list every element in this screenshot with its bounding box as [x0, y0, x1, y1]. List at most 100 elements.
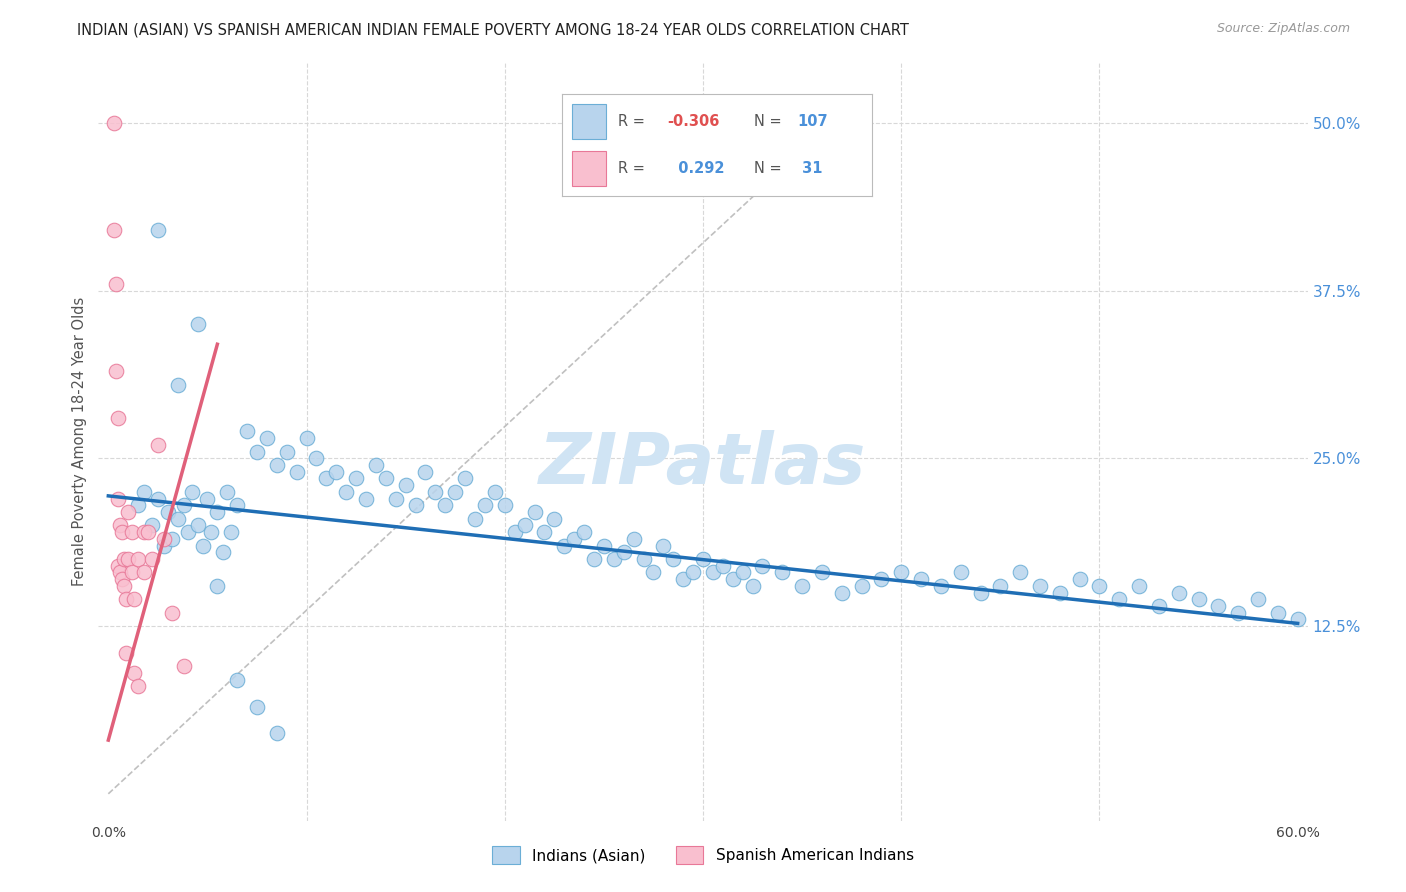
Point: [200, 525, 222, 540]
Point: [127, 552, 149, 566]
Point: [132, 484, 155, 499]
Point: [633, 552, 655, 566]
Point: [593, 539, 616, 553]
Point: [193, 539, 215, 553]
Point: [949, 566, 972, 580]
Point: [153, 532, 176, 546]
Text: 0.292: 0.292: [668, 161, 724, 176]
Point: [132, 566, 155, 580]
Point: [115, 646, 138, 660]
Point: [444, 484, 467, 499]
Text: R =: R =: [619, 161, 650, 176]
Point: [111, 525, 134, 540]
Point: [132, 525, 155, 540]
Point: [166, 377, 188, 392]
Point: [166, 512, 188, 526]
Text: INDIAN (ASIAN) VS SPANISH AMERICAN INDIAN FEMALE POVERTY AMONG 18-24 YEAR OLDS C: INDIAN (ASIAN) VS SPANISH AMERICAN INDIA…: [77, 22, 910, 37]
Point: [173, 498, 195, 512]
Point: [112, 579, 135, 593]
Point: [364, 458, 387, 472]
Point: [160, 532, 183, 546]
Point: [110, 518, 132, 533]
Point: [105, 277, 128, 291]
Point: [1187, 592, 1209, 607]
Point: [672, 572, 695, 586]
Point: [751, 558, 773, 573]
Point: [212, 545, 235, 559]
Point: [295, 431, 318, 445]
Point: [613, 545, 636, 559]
Point: [721, 572, 744, 586]
Point: [236, 425, 259, 439]
Point: [434, 498, 457, 512]
Point: [405, 498, 427, 512]
Point: [173, 659, 195, 673]
Point: [156, 505, 179, 519]
Point: [121, 566, 143, 580]
Point: [266, 726, 288, 740]
Point: [1029, 579, 1052, 593]
Point: [1010, 566, 1032, 580]
Point: [111, 572, 134, 586]
Point: [1147, 599, 1170, 613]
Point: [1049, 585, 1071, 599]
Point: [207, 579, 229, 593]
Point: [226, 498, 249, 512]
Point: [112, 552, 135, 566]
Point: [226, 673, 249, 687]
Text: R =: R =: [619, 114, 650, 128]
Point: [107, 491, 129, 506]
Point: [543, 512, 565, 526]
Point: [425, 484, 447, 499]
Text: N =: N =: [754, 114, 786, 128]
Point: [186, 317, 208, 331]
Point: [652, 539, 675, 553]
Y-axis label: Female Poverty Among 18-24 Year Olds: Female Poverty Among 18-24 Year Olds: [72, 297, 87, 586]
Point: [146, 438, 169, 452]
Point: [121, 525, 143, 540]
Text: 31: 31: [797, 161, 823, 176]
Point: [335, 484, 357, 499]
Point: [256, 431, 278, 445]
Point: [790, 579, 813, 593]
Point: [246, 699, 269, 714]
Point: [603, 552, 626, 566]
Point: [1267, 606, 1289, 620]
Point: [207, 505, 229, 519]
Point: [1108, 592, 1130, 607]
Text: 107: 107: [797, 114, 828, 128]
Point: [988, 579, 1011, 593]
Point: [219, 525, 242, 540]
Point: [910, 572, 932, 586]
Point: [305, 451, 328, 466]
Point: [122, 592, 145, 607]
Point: [474, 498, 496, 512]
Point: [136, 525, 159, 540]
Point: [246, 444, 269, 458]
Point: [513, 518, 536, 533]
Point: [107, 558, 129, 573]
Point: [1069, 572, 1091, 586]
Point: [643, 566, 665, 580]
Point: [682, 566, 704, 580]
Point: [702, 566, 724, 580]
Point: [276, 444, 298, 458]
Point: [146, 491, 169, 506]
Point: [890, 566, 912, 580]
Point: [831, 585, 853, 599]
Point: [186, 518, 208, 533]
Point: [1227, 606, 1250, 620]
Point: [266, 458, 288, 472]
Point: [384, 491, 406, 506]
Point: [572, 525, 595, 540]
Point: [1247, 592, 1270, 607]
Point: [662, 552, 685, 566]
Point: [117, 552, 139, 566]
Point: [562, 532, 585, 546]
Point: [1128, 579, 1150, 593]
Point: [711, 558, 734, 573]
Point: [523, 505, 546, 519]
Point: [217, 484, 239, 499]
Point: [127, 680, 149, 694]
Point: [141, 518, 163, 533]
